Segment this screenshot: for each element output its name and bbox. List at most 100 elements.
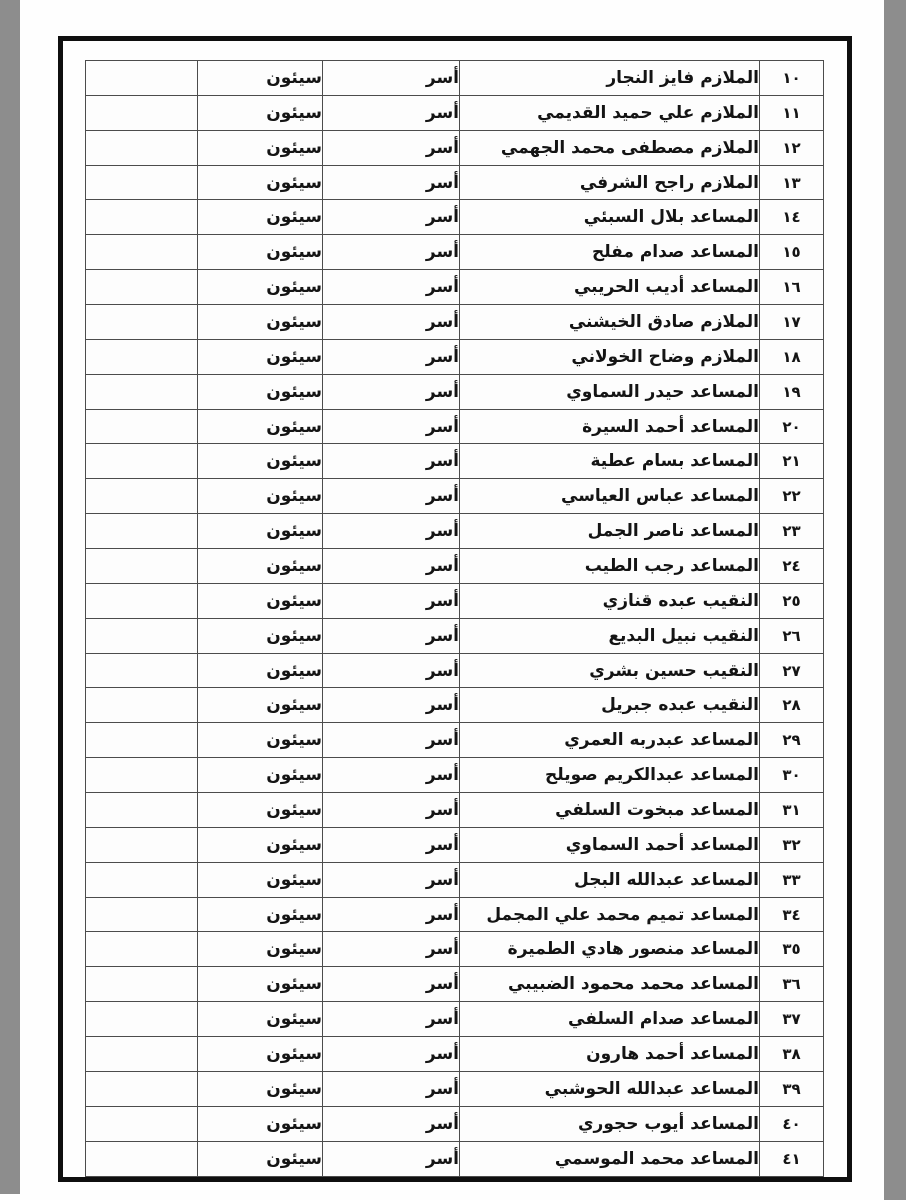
table-row: ٣٥ المساعد منصور هادي الطميرة أسر سيئون (85, 931, 824, 968)
location-cell: سيئون (197, 792, 323, 828)
notes-cell (85, 373, 198, 410)
table-row: ١٣ الملازم راجح الشرفي أسر سيئون (85, 164, 824, 201)
notes-cell (85, 408, 198, 445)
table-row: ٣٧ المساعد صدام السلفي أسر سيئون (85, 1001, 824, 1038)
notes-cell (85, 582, 198, 619)
serial-number-cell: ٢٠ (759, 408, 824, 445)
location-cell: سيئون (197, 687, 323, 724)
status-cell: أسر (322, 478, 460, 515)
location-cell: سيئون (197, 722, 323, 759)
name-cell: المساعد أحمد هارون (459, 1036, 760, 1072)
table-row: ٢٨ النقيب عبده جبريل أسر سيئون (85, 687, 824, 724)
location-cell: سيئون (197, 1105, 323, 1142)
location-cell: سيئون (197, 269, 323, 306)
notes-cell (85, 931, 198, 968)
table-row: ١٥ المساعد صدام مفلح أسر سيئون (85, 234, 824, 271)
status-cell: أسر (322, 757, 460, 794)
status-cell: أسر (322, 652, 460, 689)
notes-cell (85, 443, 198, 480)
location-cell: سيئون (197, 164, 323, 201)
name-cell: الملازم راجح الشرفي (459, 164, 760, 201)
status-cell: أسر (322, 617, 460, 654)
status-cell: أسر (322, 1070, 460, 1107)
serial-number-cell: ٤١ (759, 1140, 824, 1177)
status-cell: أسر (322, 1001, 460, 1038)
notes-cell (85, 1070, 198, 1107)
location-cell: سيئون (197, 129, 323, 166)
notes-cell (85, 304, 198, 340)
status-cell: أسر (322, 443, 460, 480)
status-cell: أسر (322, 269, 460, 306)
status-cell: أسر (322, 582, 460, 619)
name-cell: المساعد بسام عطية (459, 443, 760, 480)
name-cell: المساعد صدام مفلح (459, 234, 760, 271)
name-cell: المساعد عباس العياسي (459, 478, 760, 515)
table-row: ٢٢ المساعد عباس العياسي أسر سيئون (85, 478, 824, 515)
name-cell: المساعد منصور هادي الطميرة (459, 931, 760, 968)
name-cell: المساعد صدام السلفي (459, 1001, 760, 1038)
name-cell: المساعد عبدالكريم صويلح (459, 757, 760, 794)
table-row: ٢٦ النقيب نبيل البديع أسر سيئون (85, 617, 824, 654)
notes-cell (85, 129, 198, 166)
serial-number-cell: ١٠ (759, 60, 824, 96)
location-cell: سيئون (197, 60, 323, 96)
serial-number-cell: ١٣ (759, 164, 824, 201)
serial-number-cell: ٣٣ (759, 861, 824, 898)
serial-number-cell: ٣٠ (759, 757, 824, 794)
notes-cell (85, 1001, 198, 1038)
notes-cell (85, 687, 198, 724)
name-cell: المساعد أحمد السماوي (459, 826, 760, 863)
location-cell: سيئون (197, 478, 323, 515)
table-row: ٣٦ المساعد محمد محمود الضبيبي أسر سيئون (85, 966, 824, 1003)
status-cell: أسر (322, 861, 460, 898)
status-cell: أسر (322, 687, 460, 724)
serial-number-cell: ٢٦ (759, 617, 824, 654)
serial-number-cell: ٣٢ (759, 826, 824, 863)
location-cell: سيئون (197, 582, 323, 619)
serial-number-cell: ٣٩ (759, 1070, 824, 1107)
serial-number-cell: ٢٣ (759, 513, 824, 550)
status-cell: أسر (322, 896, 460, 933)
serial-number-cell: ٢٥ (759, 582, 824, 619)
status-cell: أسر (322, 722, 460, 759)
location-cell: سيئون (197, 199, 323, 236)
name-cell: النقيب عبده جبريل (459, 687, 760, 724)
name-cell: المساعد رجب الطيب (459, 548, 760, 584)
status-cell: أسر (322, 548, 460, 584)
table-row: ٣٢ المساعد أحمد السماوي أسر سيئون (85, 826, 824, 863)
location-cell: سيئون (197, 548, 323, 584)
location-cell: سيئون (197, 408, 323, 445)
serial-number-cell: ٢٤ (759, 548, 824, 584)
status-cell: أسر (322, 304, 460, 340)
location-cell: سيئون (197, 338, 323, 375)
name-cell: النقيب عبده قنازي (459, 582, 760, 619)
serial-number-cell: ٣٦ (759, 966, 824, 1003)
serial-number-cell: ٢١ (759, 443, 824, 480)
location-cell: سيئون (197, 861, 323, 898)
location-cell: سيئون (197, 94, 323, 131)
name-cell: الملازم علي حميد القديمي (459, 94, 760, 131)
name-cell: المساعد أيوب حجوري (459, 1105, 760, 1142)
notes-cell (85, 757, 198, 794)
serial-number-cell: ١٩ (759, 373, 824, 410)
table-row: ٢٥ النقيب عبده قنازي أسر سيئون (85, 582, 824, 619)
location-cell: سيئون (197, 1140, 323, 1177)
serial-number-cell: ١٦ (759, 269, 824, 306)
location-cell: سيئون (197, 443, 323, 480)
location-cell: سيئون (197, 826, 323, 863)
notes-cell (85, 94, 198, 131)
table-row: ١١ الملازم علي حميد القديمي أسر سيئون (85, 94, 824, 131)
serial-number-cell: ٣٧ (759, 1001, 824, 1038)
serial-number-cell: ١١ (759, 94, 824, 131)
notes-cell (85, 896, 198, 933)
notes-cell (85, 617, 198, 654)
location-cell: سيئون (197, 513, 323, 550)
table-row: ٢٩ المساعد عبدربه العمري أسر سيئون (85, 722, 824, 759)
table-row: ٣٠ المساعد عبدالكريم صويلح أسر سيئون (85, 757, 824, 794)
notes-cell (85, 338, 198, 375)
name-cell: المساعد بلال السبئي (459, 199, 760, 236)
table-row: ٢١ المساعد بسام عطية أسر سيئون (85, 443, 824, 480)
table-row: ٤٠ المساعد أيوب حجوري أسر سيئون (85, 1105, 824, 1142)
table-row: ٤١ المساعد محمد الموسمي أسر سيئون (85, 1140, 824, 1177)
notes-cell (85, 792, 198, 828)
